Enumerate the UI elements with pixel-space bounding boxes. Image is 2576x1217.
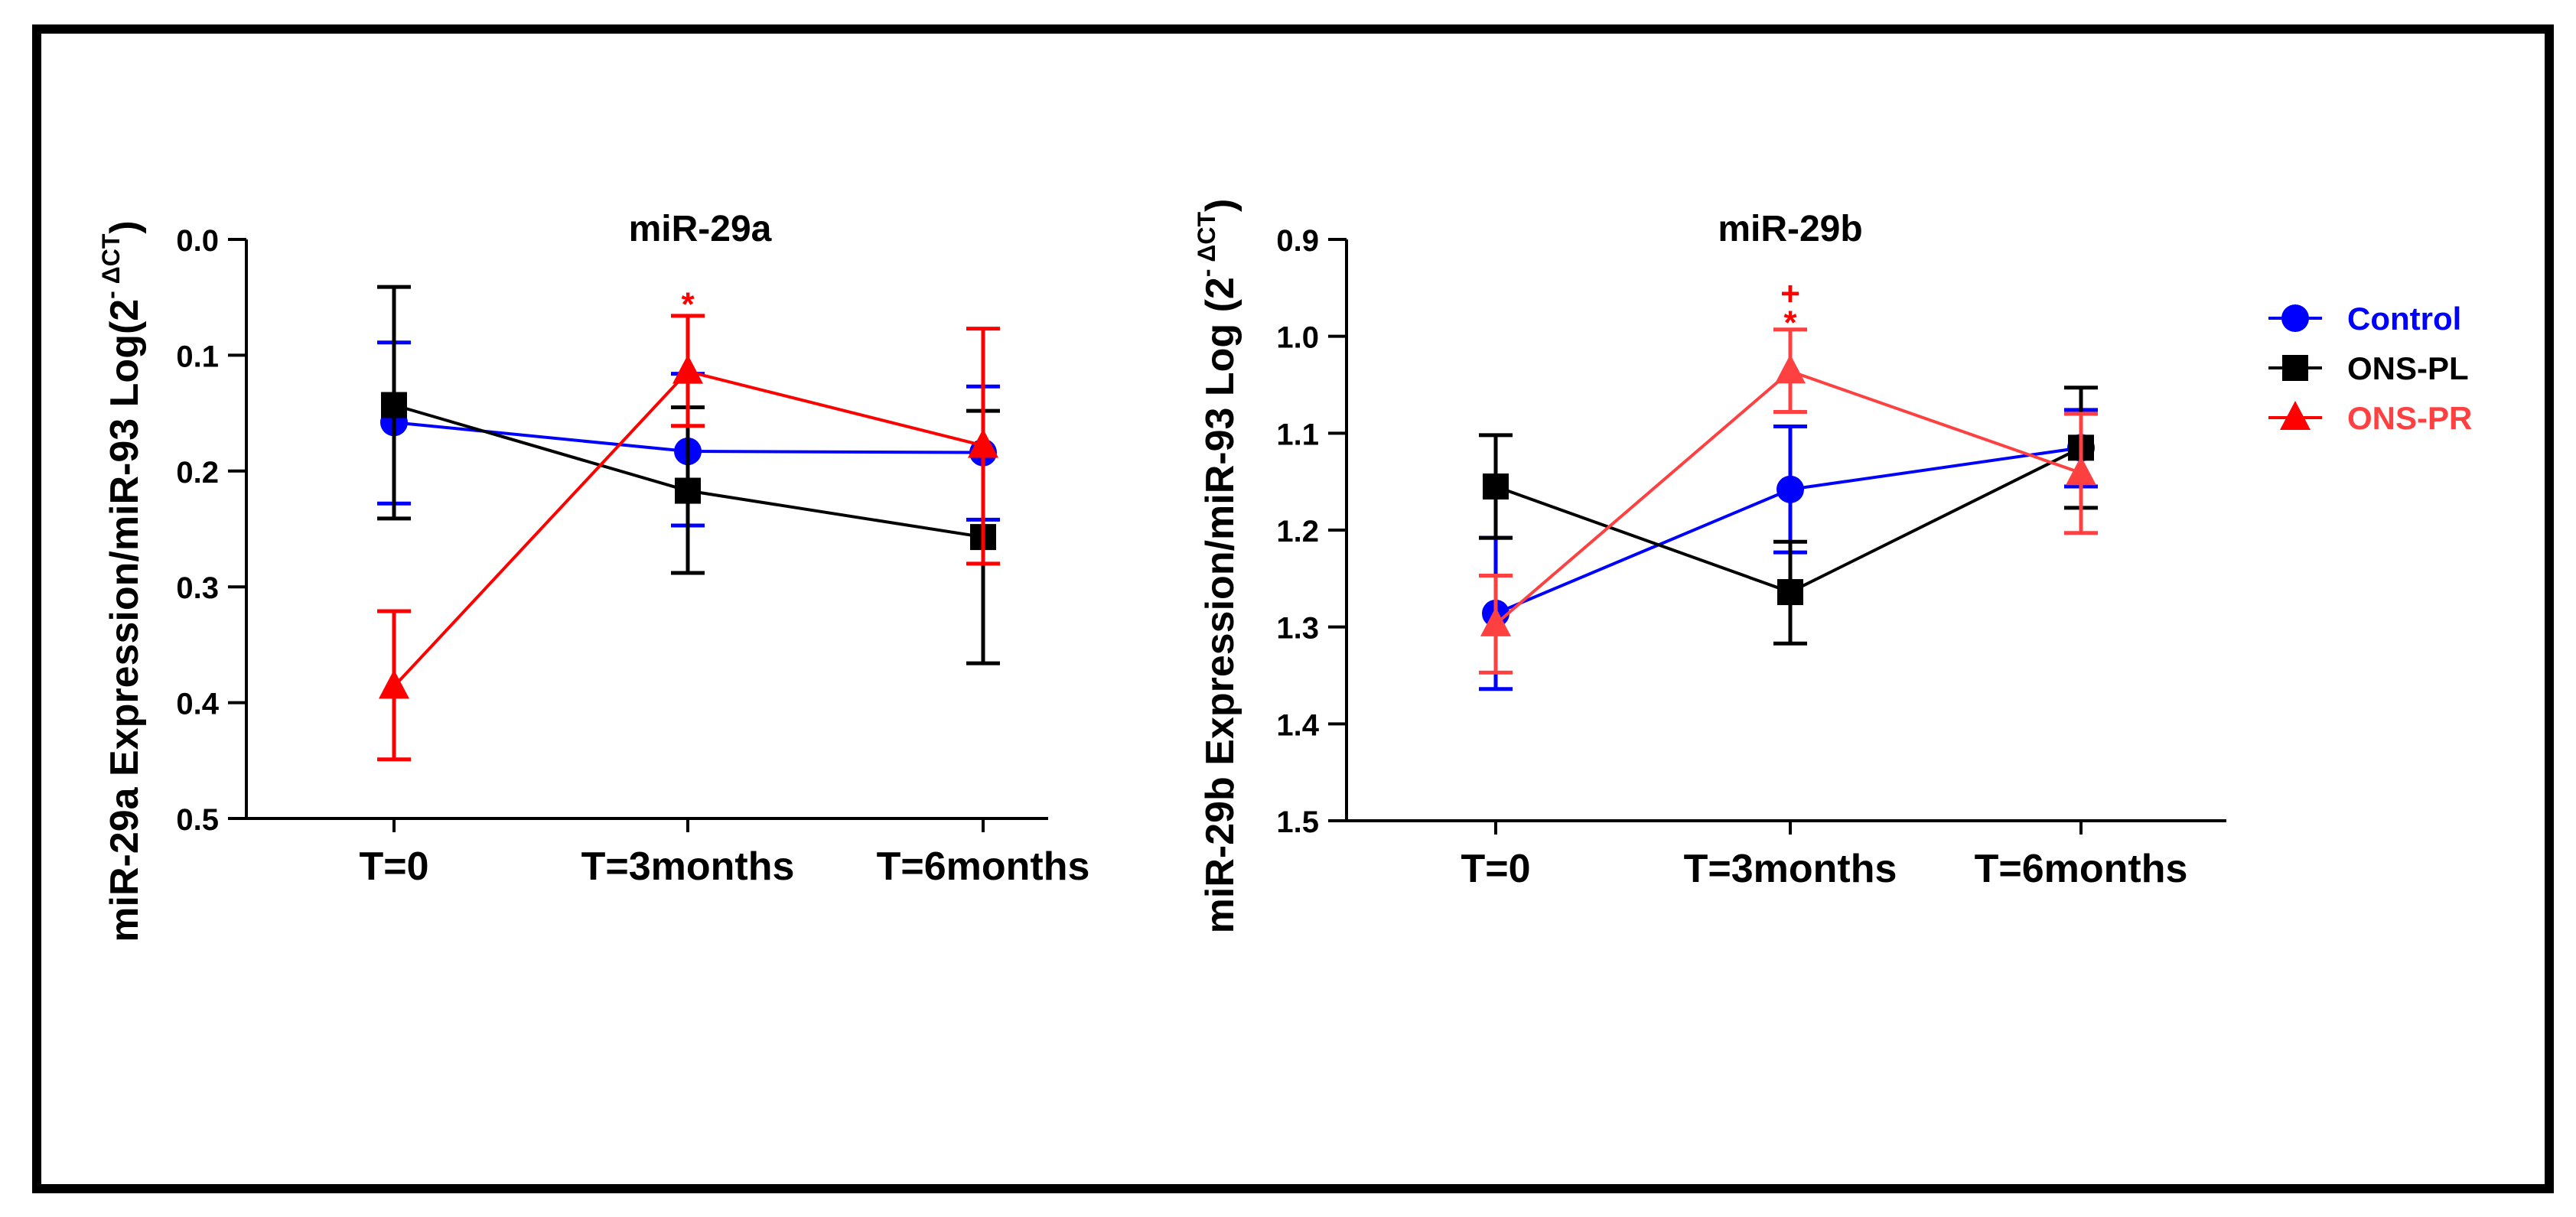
data-point <box>1776 475 1804 503</box>
plot-area: 0.0 0.1 0.2 0.3 0.4 0.5 T=0 T=3months T=6months * <box>176 224 1089 889</box>
data-point <box>381 392 407 418</box>
data-point <box>672 354 703 384</box>
y-axis-label-main: miR-29a Expression/miR-93 Log(2 <box>103 299 147 942</box>
panel-mir-29b: miR-29b miR-29b Expression/miR-93 Log (2… <box>1193 199 2226 934</box>
data-point <box>1480 607 1511 636</box>
y-tick-label: 0.2 <box>176 456 219 490</box>
y-tick-label: 0.9 <box>1276 224 1319 258</box>
x-tick-label: T=6months <box>877 844 1090 889</box>
y-axis-label-superscript: - ΔCT <box>97 233 125 299</box>
chart-title: miR-29a <box>629 209 772 249</box>
legend-marker <box>2280 401 2311 430</box>
plot-area: 0.9 1.0 1.1 1.2 1.3 1.4 1.5 T=0 T=3months T=6mont… <box>1276 224 2226 891</box>
y-axis-label-close: ) <box>1198 199 1242 212</box>
y-axis-label: miR-29b Expression/miR-93 Log (2- ΔCT) <box>1193 199 1242 934</box>
y-tick-label: 1.2 <box>1276 515 1319 548</box>
y-tick-label: 0.1 <box>176 340 219 373</box>
y-axis-label-main: miR-29b Expression/miR-93 Log (2 <box>1198 277 1242 933</box>
y-tick-label: 1.4 <box>1276 708 1319 742</box>
data-point <box>675 477 701 504</box>
y-tick-label: 0.3 <box>176 571 219 605</box>
figure-border <box>32 24 2554 1193</box>
x-tick-label: T=0 <box>359 844 428 889</box>
data-point <box>1483 473 1509 499</box>
panel-mir-29a: miR-29a miR-29a Expression/miR-93 Log(2-… <box>97 209 1089 942</box>
legend: Control ONS-PL ONS-PR <box>2268 301 2472 436</box>
x-tick-label: T=6months <box>1975 847 2188 891</box>
y-tick-label: 1.0 <box>1276 321 1319 355</box>
data-point <box>379 669 409 699</box>
legend-marker <box>2282 355 2308 381</box>
x-tick-label: T=0 <box>1461 847 1530 891</box>
significance-marker: * <box>1783 304 1797 342</box>
significance-marker: * <box>681 285 695 323</box>
legend-label: ONS-PL <box>2347 350 2469 386</box>
chart-title: miR-29b <box>1718 209 1862 249</box>
y-tick-label: 1.3 <box>1276 612 1319 646</box>
y-tick-label: 0.4 <box>176 688 219 721</box>
y-axis-label: miR-29a Expression/miR-93 Log(2- ΔCT) <box>97 220 147 942</box>
x-tick-label: T=3months <box>581 844 795 889</box>
y-tick-label: 1.5 <box>1276 805 1319 839</box>
y-axis-label-close: ) <box>103 220 147 233</box>
data-point <box>968 428 998 458</box>
y-axis-label-superscript: - ΔCT <box>1193 212 1220 278</box>
legend-label: ONS-PR <box>2347 400 2472 436</box>
data-point <box>1777 579 1803 606</box>
x-tick-label: T=3months <box>1684 847 1897 891</box>
y-tick-label: 1.1 <box>1276 418 1319 451</box>
y-tick-label: 0.5 <box>176 803 219 837</box>
data-point <box>2066 456 2096 486</box>
data-point <box>1775 354 1806 384</box>
legend-marker <box>2281 304 2309 332</box>
significance-marker: + <box>1780 275 1800 313</box>
legend-label: Control <box>2347 301 2461 337</box>
y-tick-label: 0.0 <box>176 224 219 258</box>
